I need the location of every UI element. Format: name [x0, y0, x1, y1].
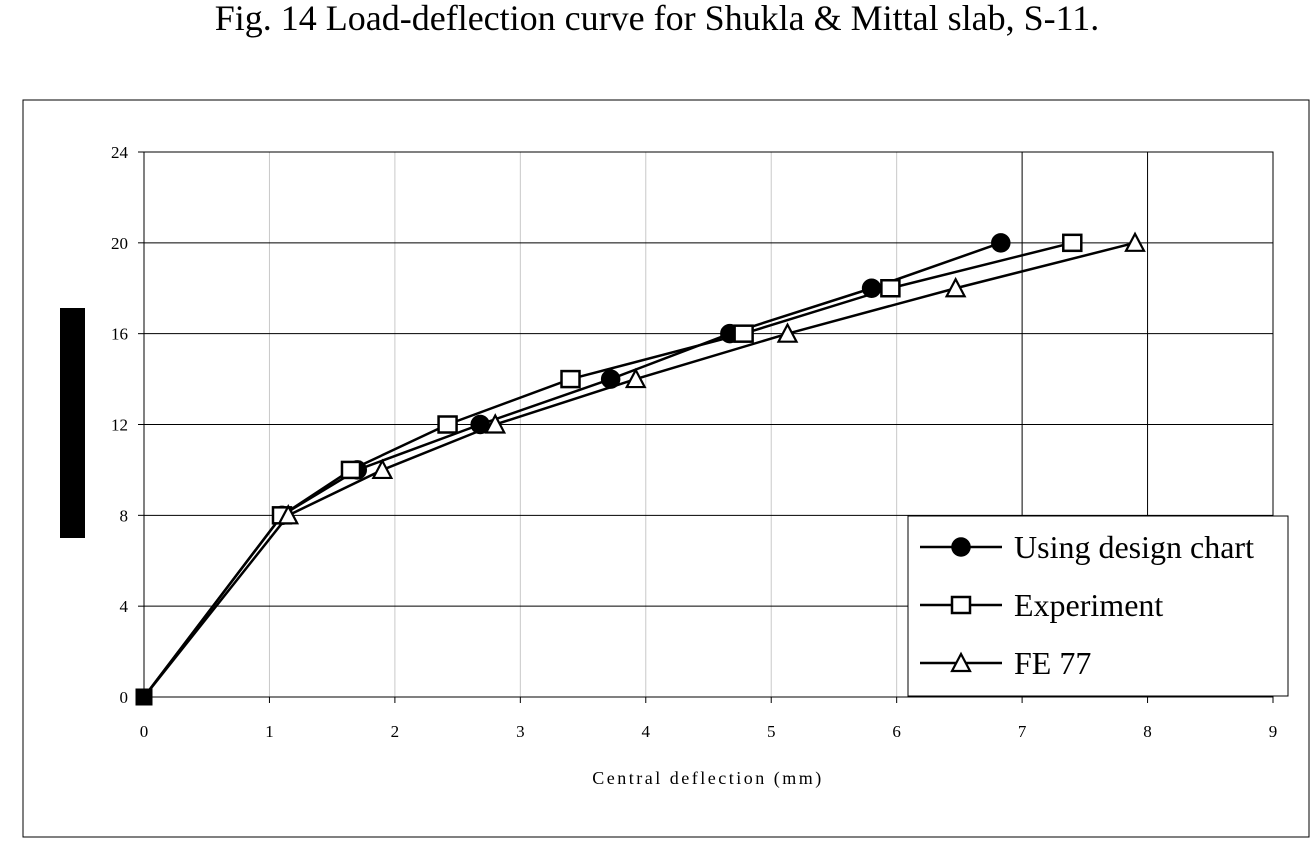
x-axis-title: Central deflection (mm): [592, 768, 823, 789]
data-point: [880, 279, 901, 298]
data-point: [135, 688, 153, 706]
y-tick-labels: 0 4 8 12 16 20 24: [111, 143, 129, 707]
y-tick-label: 0: [120, 688, 129, 707]
y-tick-label: 8: [120, 506, 129, 525]
data-point: [624, 367, 647, 389]
y-tick-label: 16: [111, 325, 128, 344]
series-layer: [135, 231, 1146, 706]
data-point: [776, 322, 799, 343]
legend-item: Using design chart: [920, 529, 1254, 565]
x-tick-label: 6: [892, 722, 901, 741]
legend-label: FE 77: [1014, 645, 1091, 681]
y-tick-label: 12: [111, 416, 128, 435]
y-tick-label: 4: [120, 597, 129, 616]
x-tick-label: 5: [767, 722, 776, 741]
y-axis-title-redaction-bar: [60, 308, 85, 538]
data-point: [991, 233, 1011, 253]
data-point: [944, 276, 967, 298]
legend-item: Experiment: [920, 587, 1163, 623]
data-point: [437, 415, 458, 434]
x-tick-label: 3: [516, 722, 525, 741]
legend-label: Experiment: [1014, 587, 1163, 623]
data-point: [733, 324, 754, 343]
legend-marker: [951, 537, 971, 557]
series-line: [143, 241, 1073, 698]
chart-area-border: [22, 99, 1310, 838]
series-line: [143, 241, 1136, 698]
legend-label: Using design chart: [1014, 529, 1254, 565]
x-tick-label: 9: [1269, 722, 1278, 741]
legend-marker: [950, 651, 972, 673]
x-tick-label: 0: [140, 722, 149, 741]
legend-item: FE 77: [920, 645, 1091, 681]
x-tick-label: 1: [265, 722, 274, 741]
data-point: [1062, 233, 1083, 253]
data-point: [371, 458, 394, 480]
data-point: [484, 413, 507, 434]
x-tick-labels: 0 1 2 3 4 5 6 7 8 9: [140, 722, 1278, 741]
series-2: [135, 231, 1146, 706]
x-tick-label: 2: [391, 722, 400, 741]
x-tick-label: 8: [1143, 722, 1152, 741]
x-tick-label: 4: [642, 722, 651, 741]
x-tick-label: 7: [1018, 722, 1027, 741]
legend-marker: [950, 595, 972, 615]
y-tick-label: 24: [111, 143, 129, 162]
legend: Using design chart Experiment FE 77: [907, 515, 1289, 697]
data-point: [560, 369, 581, 389]
series-1: [135, 233, 1083, 706]
data-point: [340, 460, 362, 480]
data-point: [277, 503, 300, 525]
y-tick-label: 20: [111, 234, 128, 253]
figure-caption: Fig. 14 Load-deflection curve for Shukla…: [214, 0, 1100, 38]
data-point: [1124, 231, 1146, 252]
